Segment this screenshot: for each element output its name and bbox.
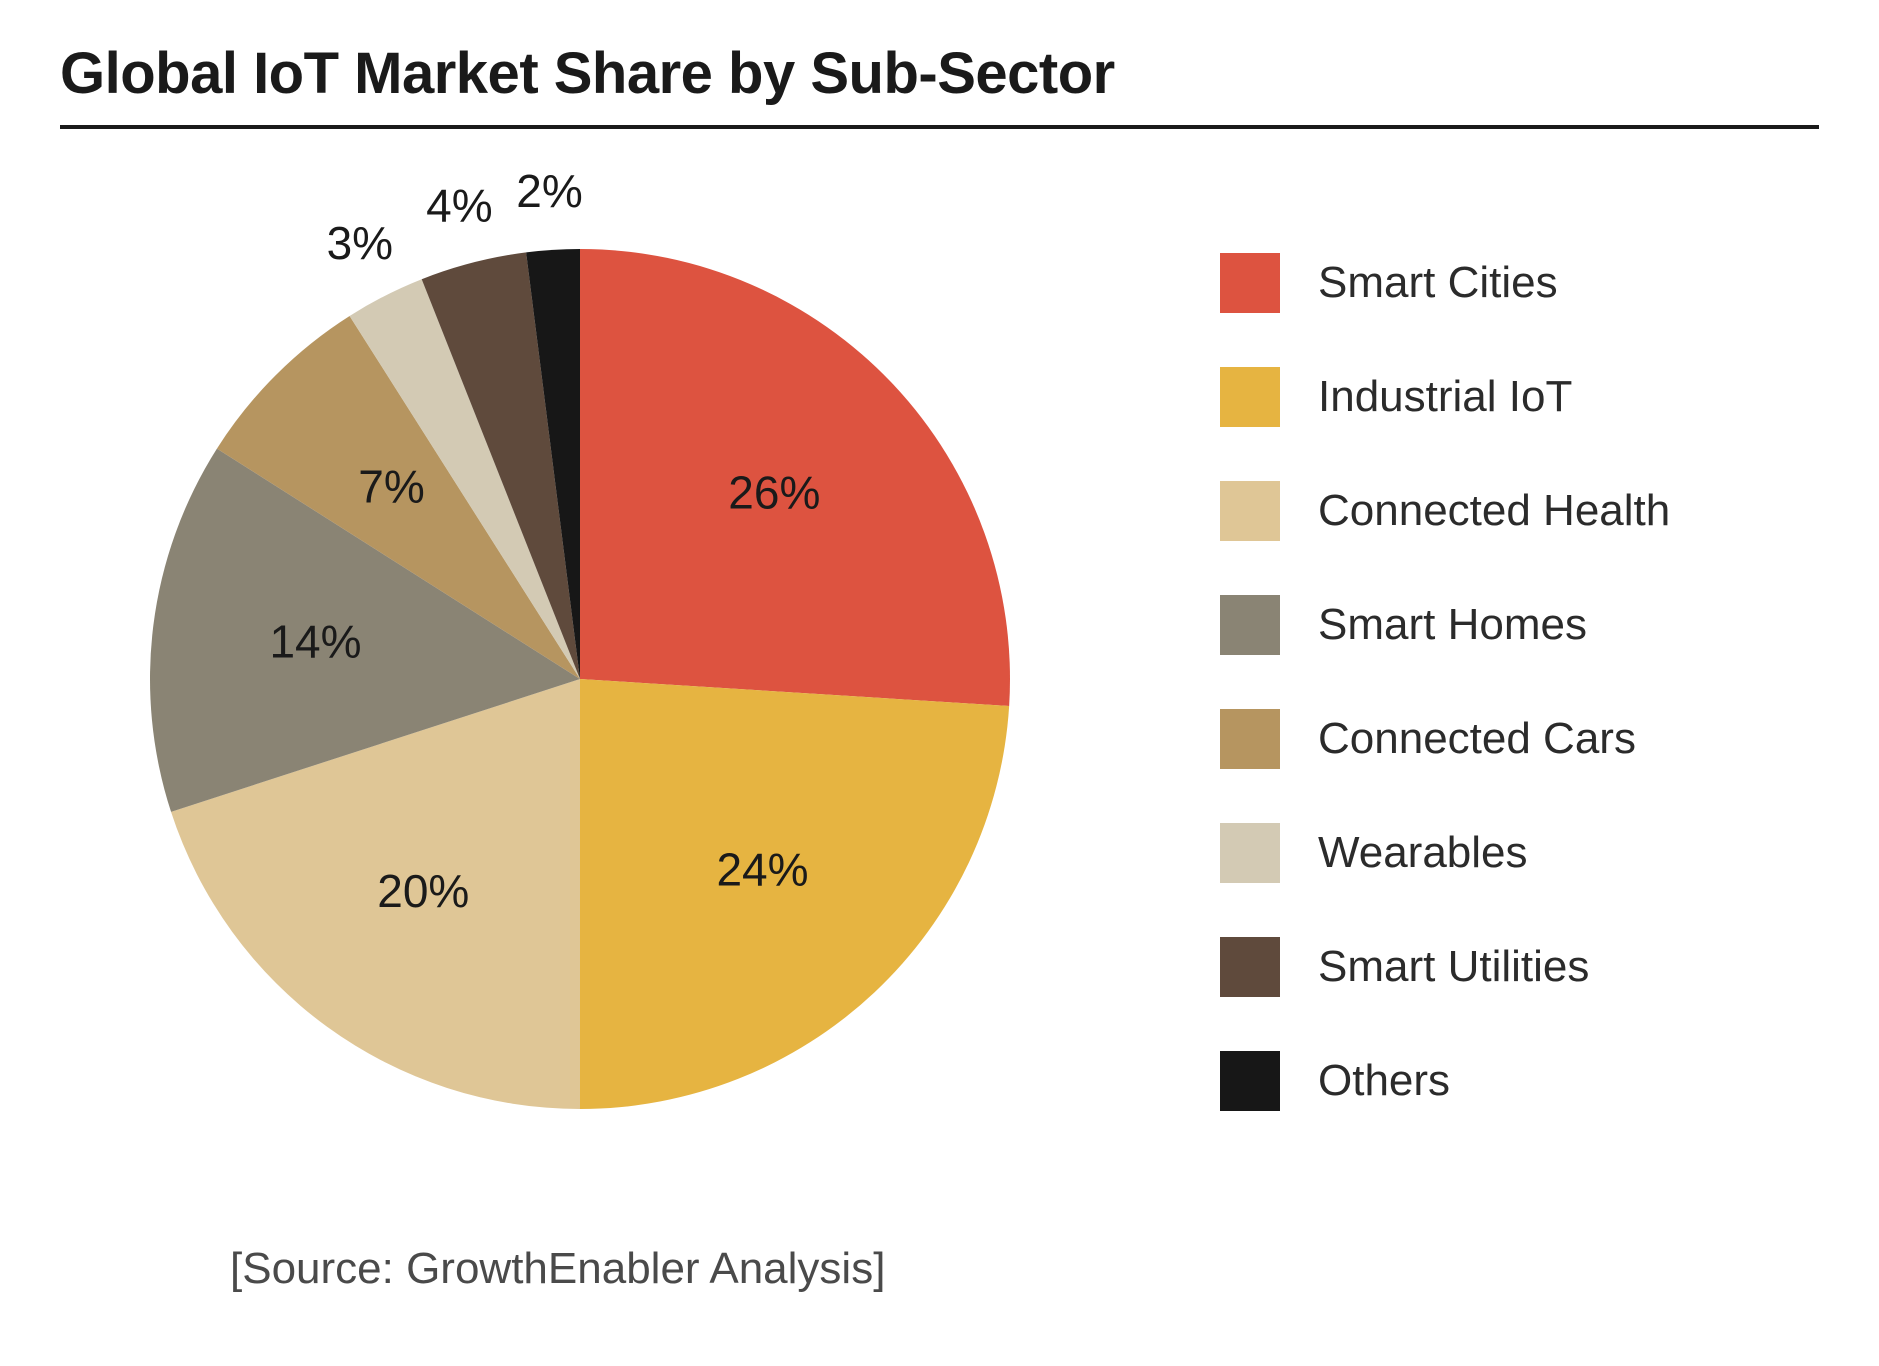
- title-rule: [60, 125, 1819, 129]
- legend-item: Wearables: [1220, 823, 1670, 883]
- pie-slice-label: 26%: [728, 467, 820, 519]
- pie-slice-label: 2%: [516, 165, 582, 217]
- legend-label: Connected Health: [1318, 486, 1670, 536]
- legend-label: Smart Cities: [1318, 258, 1558, 308]
- legend-label: Smart Homes: [1318, 600, 1587, 650]
- pie-slice-label: 20%: [377, 865, 469, 917]
- pie-slice-label: 3%: [327, 217, 393, 269]
- legend-item: Connected Cars: [1220, 709, 1670, 769]
- legend-label: Wearables: [1318, 828, 1528, 878]
- legend-item: Smart Homes: [1220, 595, 1670, 655]
- legend: Smart Cities Industrial IoT Connected Heal…: [1220, 253, 1670, 1111]
- legend-swatch: [1220, 1051, 1280, 1111]
- pie-slice-label: 24%: [716, 843, 808, 895]
- legend-item: Connected Health: [1220, 481, 1670, 541]
- pie-slice-label: 7%: [358, 461, 424, 513]
- legend-swatch: [1220, 595, 1280, 655]
- legend-label: Connected Cars: [1318, 714, 1636, 764]
- chart-row: 26% 24% 20% 14% 7% 3% 4% 2% Smart Cities Industr…: [60, 159, 1819, 1204]
- legend-item: Smart Cities: [1220, 253, 1670, 313]
- legend-swatch: [1220, 367, 1280, 427]
- legend-label: Others: [1318, 1056, 1450, 1106]
- chart-container: Global IoT Market Share by Sub-Sector 26…: [0, 0, 1879, 1366]
- legend-label: Smart Utilities: [1318, 942, 1589, 992]
- chart-title: Global IoT Market Share by Sub-Sector: [60, 40, 1819, 107]
- legend-item: Others: [1220, 1051, 1670, 1111]
- pie-svg: 26% 24% 20% 14% 7% 3% 4% 2%: [60, 159, 1100, 1199]
- source-attribution: [Source: GrowthEnabler Analysis]: [230, 1244, 1819, 1294]
- legend-swatch: [1220, 481, 1280, 541]
- pie-slice-label: 14%: [269, 616, 361, 668]
- legend-label: Industrial IoT: [1318, 372, 1572, 422]
- legend-swatch: [1220, 709, 1280, 769]
- legend-item: Smart Utilities: [1220, 937, 1670, 997]
- pie-slice-label: 4%: [426, 179, 492, 231]
- legend-swatch: [1220, 253, 1280, 313]
- legend-item: Industrial IoT: [1220, 367, 1670, 427]
- legend-swatch: [1220, 823, 1280, 883]
- pie-chart: 26% 24% 20% 14% 7% 3% 4% 2%: [60, 159, 1100, 1204]
- legend-swatch: [1220, 937, 1280, 997]
